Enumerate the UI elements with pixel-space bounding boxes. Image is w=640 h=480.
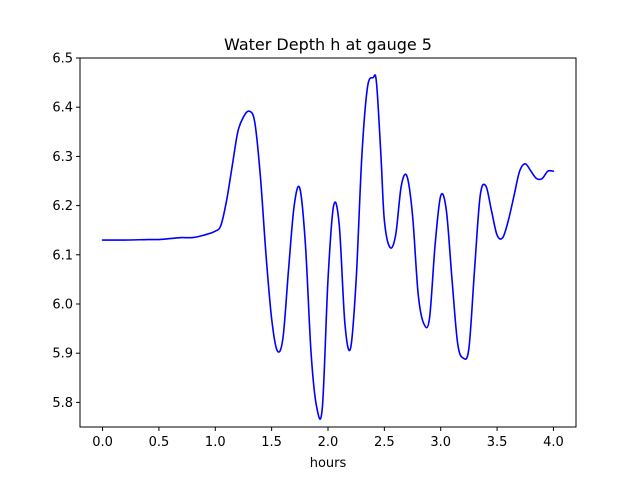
y-axis: 5.8 5.9 6.0 6.1 6.2 6.3 6.4 6.5	[52, 52, 80, 411]
y-tick-label-3: 6.1	[52, 248, 73, 263]
x-axis-label: hours	[310, 456, 347, 471]
x-tick-label-8: 4.0	[543, 435, 564, 450]
y-tick-label-6: 6.4	[52, 101, 73, 116]
plot-area	[101, 74, 555, 420]
x-tick-label-3: 1.5	[261, 435, 282, 450]
chart-title: Water Depth h at gauge 5	[224, 35, 432, 54]
y-tick-label-7: 6.5	[52, 52, 73, 67]
x-tick-label-7: 3.5	[487, 435, 508, 450]
x-tick-label-4: 2.0	[318, 435, 339, 450]
x-tick-label-5: 2.5	[374, 435, 395, 450]
y-tick-label-0: 5.8	[52, 396, 73, 411]
x-axis: 0.0 0.5 1.0 1.5 2.0 2.5 3.0 3.5 4.0	[92, 427, 564, 450]
y-tick-label-4: 6.2	[52, 199, 73, 214]
x-tick-label-2: 1.0	[205, 435, 226, 450]
y-tick-label-5: 6.3	[52, 150, 73, 165]
series-line-0	[101, 74, 555, 420]
y-tick-label-1: 5.9	[52, 347, 73, 362]
x-tick-label-1: 0.5	[149, 435, 170, 450]
x-tick-label-0: 0.0	[92, 435, 113, 450]
y-tick-label-2: 6.0	[52, 298, 73, 313]
x-tick-label-6: 3.0	[430, 435, 451, 450]
